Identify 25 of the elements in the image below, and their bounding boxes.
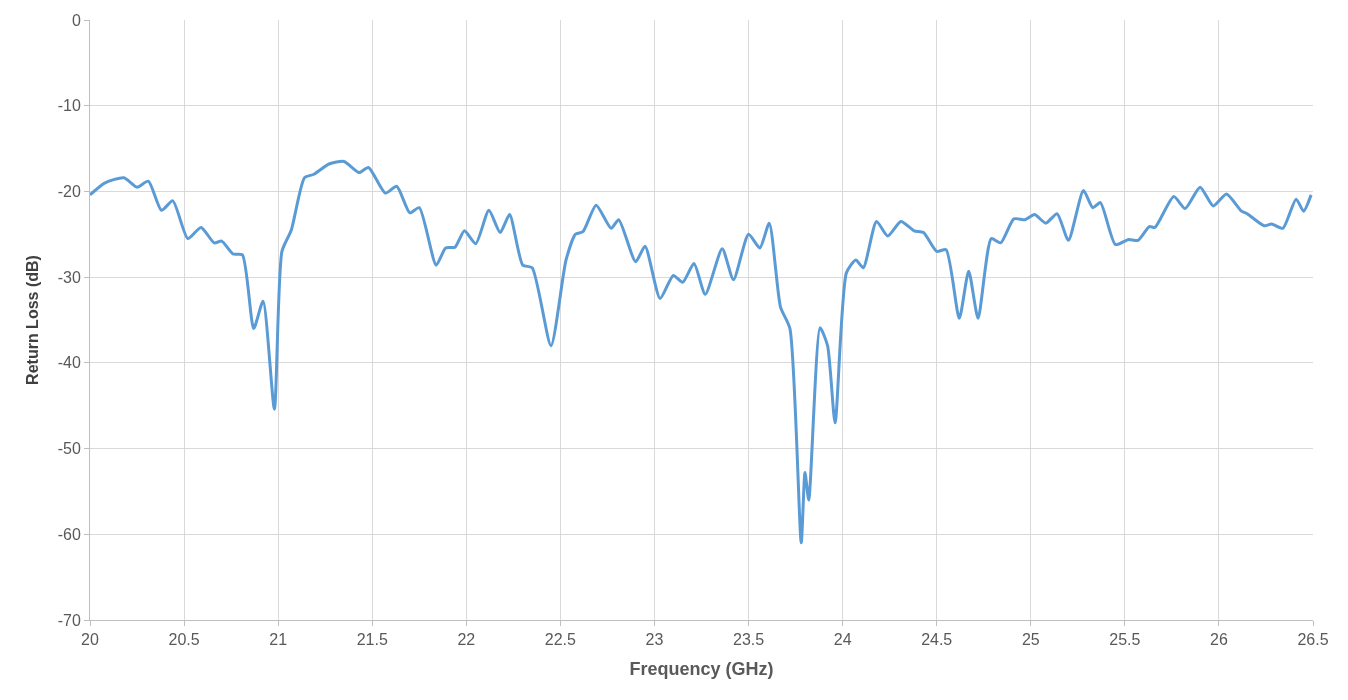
line-series bbox=[90, 159, 1313, 545]
y-axis-title: Return Loss (dB) bbox=[23, 255, 41, 385]
y-tick-label: -40 bbox=[57, 354, 81, 372]
y-tick-label: -60 bbox=[57, 525, 81, 543]
x-tick-label: 20.5 bbox=[168, 631, 200, 649]
x-tick-label: 20 bbox=[81, 631, 99, 649]
x-axis-title: Frequency (GHz) bbox=[629, 659, 774, 680]
y-tick-label: 0 bbox=[71, 11, 81, 29]
x-tick-label: 23 bbox=[645, 631, 664, 649]
x-tick-label: 21 bbox=[269, 631, 288, 649]
y-tick-label: -70 bbox=[57, 611, 81, 629]
x-tick-label: 21.5 bbox=[356, 631, 388, 649]
x-tick-label: 25 bbox=[1021, 631, 1040, 649]
y-tick-label: -50 bbox=[57, 440, 81, 458]
x-tick-label: 22 bbox=[457, 631, 476, 649]
y-tick-label: -10 bbox=[57, 97, 81, 115]
x-tick-label: 24 bbox=[833, 631, 852, 649]
x-tick-label: 26.5 bbox=[1297, 631, 1329, 649]
x-tick-label: 23.5 bbox=[732, 631, 765, 649]
x-tick-label: 25.5 bbox=[1109, 631, 1141, 649]
y-tick-label: -20 bbox=[57, 183, 81, 201]
y-tick-label: -30 bbox=[57, 268, 81, 286]
x-tick-label: 26 bbox=[1210, 631, 1228, 649]
x-tick-label: 24.5 bbox=[921, 631, 953, 649]
x-tick-label: 22.5 bbox=[544, 631, 577, 649]
